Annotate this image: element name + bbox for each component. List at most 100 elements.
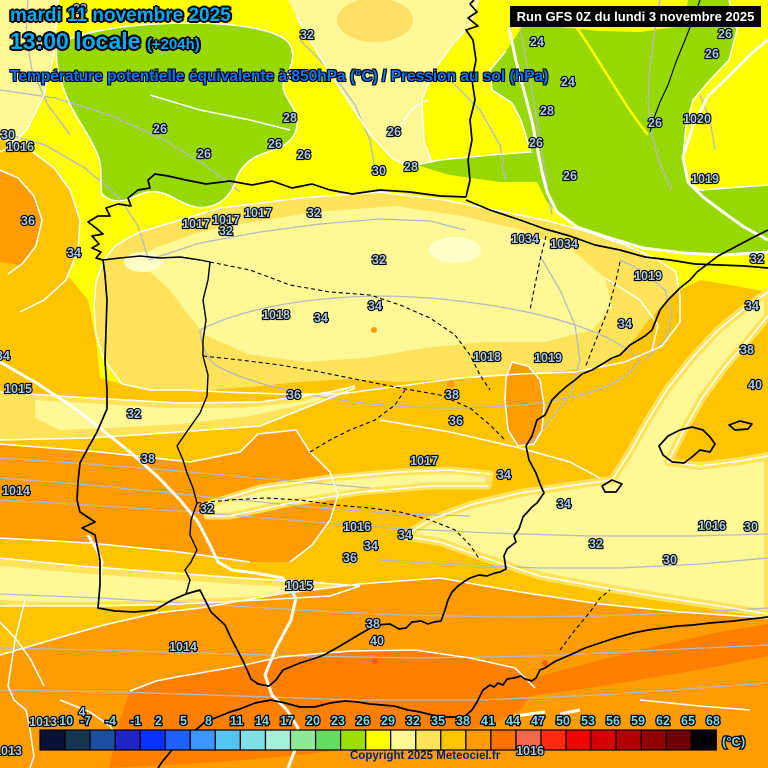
svg-text:-10: -10 <box>55 714 73 728</box>
svg-text:30: 30 <box>288 68 302 82</box>
svg-text:1016: 1016 <box>698 519 726 533</box>
svg-text:26: 26 <box>387 125 401 139</box>
svg-text:30: 30 <box>1 128 15 142</box>
svg-text:-1: -1 <box>130 714 141 728</box>
svg-text:1015: 1015 <box>285 579 313 593</box>
svg-text:36: 36 <box>343 551 357 565</box>
svg-text:40: 40 <box>748 378 762 392</box>
svg-text:38: 38 <box>740 343 754 357</box>
svg-text:26: 26 <box>197 147 211 161</box>
svg-text:34: 34 <box>497 468 511 482</box>
svg-text:1017: 1017 <box>244 206 272 220</box>
svg-text:14: 14 <box>255 714 269 728</box>
svg-text:32: 32 <box>750 252 764 266</box>
svg-text:26: 26 <box>356 714 370 728</box>
svg-text:-4: -4 <box>105 714 116 728</box>
svg-text:24: 24 <box>561 75 575 89</box>
svg-text:1034: 1034 <box>550 237 578 251</box>
svg-text:8: 8 <box>205 714 212 728</box>
svg-text:32: 32 <box>589 537 603 551</box>
svg-text:1018: 1018 <box>262 308 290 322</box>
svg-text:32: 32 <box>200 502 214 516</box>
svg-text:30: 30 <box>372 164 386 178</box>
svg-text:34: 34 <box>368 299 382 313</box>
svg-text:62: 62 <box>656 714 670 728</box>
svg-text:47: 47 <box>531 714 545 728</box>
svg-text:50: 50 <box>556 714 570 728</box>
svg-text:56: 56 <box>606 714 620 728</box>
svg-text:32: 32 <box>127 407 141 421</box>
svg-text:-7: -7 <box>80 714 91 728</box>
svg-text:36: 36 <box>21 214 35 228</box>
svg-text:4: 4 <box>79 705 86 719</box>
svg-text:44: 44 <box>506 714 520 728</box>
svg-text:34: 34 <box>618 317 632 331</box>
svg-text:28: 28 <box>283 111 297 125</box>
svg-text:59: 59 <box>631 714 645 728</box>
svg-text:26: 26 <box>529 136 543 150</box>
svg-text:1016: 1016 <box>516 744 544 758</box>
svg-text:26: 26 <box>297 148 311 162</box>
svg-text:1016: 1016 <box>6 140 34 154</box>
svg-text:28: 28 <box>404 160 418 174</box>
svg-text:32: 32 <box>219 224 233 238</box>
svg-text:34: 34 <box>364 539 378 553</box>
svg-text:1020: 1020 <box>683 112 711 126</box>
svg-text:36: 36 <box>287 388 301 402</box>
svg-text:32: 32 <box>406 714 420 728</box>
svg-text:1014: 1014 <box>2 484 30 498</box>
svg-text:26: 26 <box>268 137 282 151</box>
svg-text:40: 40 <box>370 634 384 648</box>
svg-text:41: 41 <box>481 714 495 728</box>
svg-text:1016: 1016 <box>343 520 371 534</box>
svg-text:1019: 1019 <box>534 351 562 365</box>
svg-text:34: 34 <box>398 528 412 542</box>
svg-text:26: 26 <box>153 122 167 136</box>
svg-text:26: 26 <box>648 116 662 130</box>
svg-text:30: 30 <box>663 553 677 567</box>
svg-text:1015: 1015 <box>4 382 32 396</box>
svg-text:1018: 1018 <box>473 350 501 364</box>
svg-text:29: 29 <box>381 714 395 728</box>
svg-text:30: 30 <box>744 520 758 534</box>
svg-text:(°C): (°C) <box>722 734 745 749</box>
svg-text:38: 38 <box>456 714 470 728</box>
svg-text:11: 11 <box>230 714 243 728</box>
svg-text:34: 34 <box>314 311 328 325</box>
svg-text:1017: 1017 <box>182 217 210 231</box>
svg-text:28: 28 <box>540 104 554 118</box>
svg-text:20: 20 <box>306 714 320 728</box>
svg-text:1019: 1019 <box>691 172 719 186</box>
svg-text:34: 34 <box>557 497 571 511</box>
svg-text:2: 2 <box>155 714 162 728</box>
svg-text:36: 36 <box>449 414 463 428</box>
svg-text:53: 53 <box>581 714 595 728</box>
svg-text:26: 26 <box>563 169 577 183</box>
svg-text:23: 23 <box>331 714 345 728</box>
svg-text:38: 38 <box>141 452 155 466</box>
svg-text:32: 32 <box>307 206 321 220</box>
svg-text:68: 68 <box>706 714 720 728</box>
svg-text:34: 34 <box>67 246 81 260</box>
svg-text:1013: 1013 <box>0 744 22 758</box>
svg-text:28: 28 <box>73 2 87 16</box>
svg-text:1034: 1034 <box>511 232 539 246</box>
svg-text:1017: 1017 <box>212 213 240 227</box>
svg-text:35: 35 <box>431 714 445 728</box>
svg-text:1014: 1014 <box>169 640 197 654</box>
svg-text:32: 32 <box>372 253 386 267</box>
svg-text:38: 38 <box>445 388 459 402</box>
svg-text:34: 34 <box>0 349 10 363</box>
svg-text:1019: 1019 <box>634 269 662 283</box>
svg-text:26: 26 <box>718 27 732 41</box>
svg-text:65: 65 <box>681 714 695 728</box>
svg-text:24: 24 <box>530 35 544 49</box>
svg-text:5: 5 <box>180 714 187 728</box>
svg-text:1017: 1017 <box>410 454 438 468</box>
svg-text:38: 38 <box>366 617 380 631</box>
svg-text:32: 32 <box>300 28 314 42</box>
svg-text:1013: 1013 <box>29 715 57 729</box>
svg-text:17: 17 <box>280 714 294 728</box>
svg-text:26: 26 <box>705 47 719 61</box>
svg-text:34: 34 <box>745 299 759 313</box>
